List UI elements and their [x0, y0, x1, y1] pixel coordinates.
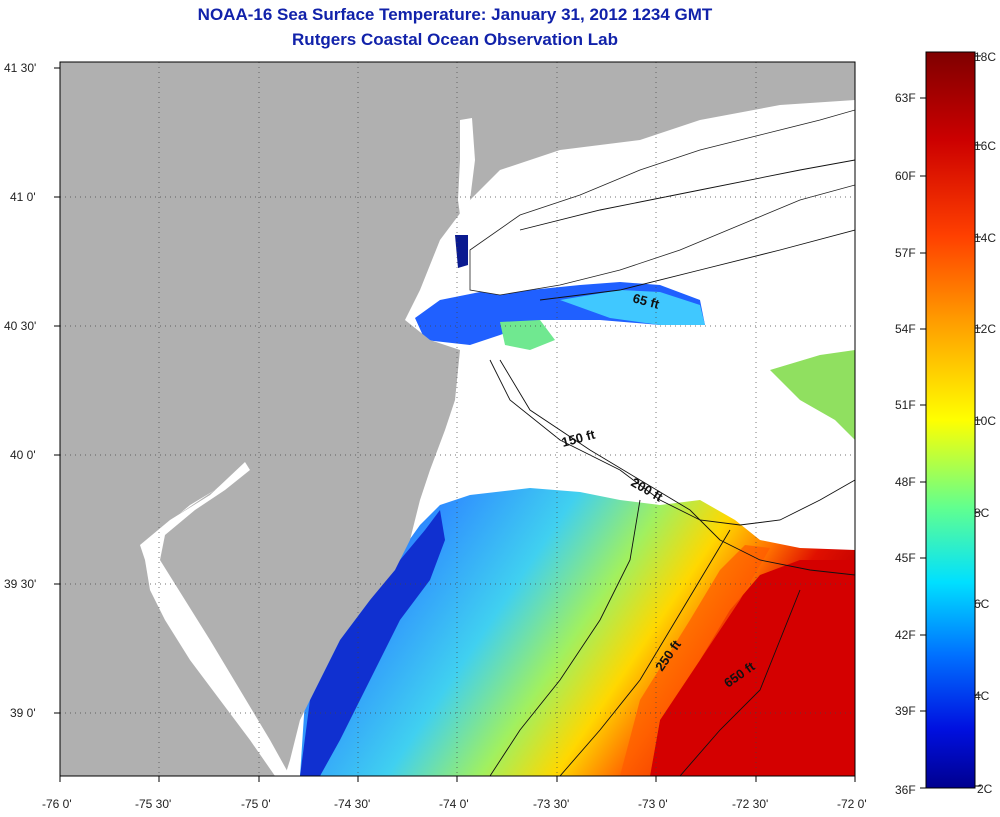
lon-tick-label: -75 30' — [135, 797, 171, 811]
lon-tick-label: -73 30' — [533, 797, 569, 811]
colorbar-f-label: 48F — [895, 475, 916, 489]
lat-tick-label: 41 30' — [4, 61, 36, 75]
colorbar-f-label: 51F — [895, 398, 916, 412]
lon-tick-label: -74 0' — [439, 797, 469, 811]
map-title: NOAA-16 Sea Surface Temperature: January… — [197, 5, 713, 24]
lon-tick-label: -72 0' — [837, 797, 867, 811]
colorbar-f-label: 45F — [895, 551, 916, 565]
colorbar-f-label: 57F — [895, 246, 916, 260]
colorbar-f-label: 39F — [895, 704, 916, 718]
lat-tick-label: 40 0' — [10, 448, 36, 462]
colorbar-f-label: 36F — [895, 783, 916, 797]
warm-core — [650, 560, 855, 776]
bight-green — [500, 320, 555, 350]
map-subtitle: Rutgers Coastal Ocean Observation Lab — [292, 30, 618, 49]
colorbar — [925, 51, 976, 789]
colorbar-c-label: 6C — [974, 597, 990, 611]
colorbar-f-label: 54F — [895, 322, 916, 336]
sst-field-east — [770, 350, 855, 440]
lon-tick-label: -76 0' — [42, 797, 72, 811]
colorbar-ticks — [920, 55, 981, 789]
long-island — [469, 109, 855, 296]
colorbar-c-label: 2C — [977, 782, 993, 796]
lon-tick-label: -74 30' — [334, 797, 370, 811]
colorbar-f-label: 63F — [895, 91, 916, 105]
colorbar-f-label: 60F — [895, 169, 916, 183]
colorbar-c-label: 10C — [974, 414, 996, 428]
warm-band — [620, 545, 770, 776]
colorbar-c-label: 14C — [974, 231, 996, 245]
lon-tick-label: -73 0' — [638, 797, 668, 811]
lat-tick-label: 39 0' — [10, 706, 36, 720]
colorbar-c-label: 16C — [974, 139, 996, 153]
lat-tick-label: 41 0' — [10, 190, 36, 204]
coast-edge-blue — [455, 235, 468, 268]
colorbar-c-label: 12C — [974, 322, 996, 336]
colorbar-c-label: 4C — [974, 689, 990, 703]
bay-white — [140, 462, 290, 776]
colorbar-c-label: 18C — [974, 50, 996, 64]
ny-harbor-strip — [458, 118, 475, 230]
bathymetry-contours — [489, 159, 855, 776]
bight-cyan — [560, 290, 705, 325]
lon-tick-label: -72 30' — [732, 797, 768, 811]
lon-tick-label: -75 0' — [241, 797, 271, 811]
graticule — [60, 62, 855, 776]
colorbar-c-label: 8C — [974, 506, 990, 520]
lat-tick-label: 40 30' — [4, 319, 36, 333]
axis-ticks — [54, 67, 856, 782]
contour-label-65ft: 65 ft — [631, 290, 661, 312]
lat-tick-label: 39 30' — [4, 577, 36, 591]
colorbar-f-label: 42F — [895, 628, 916, 642]
cool-nearshore — [300, 510, 445, 776]
